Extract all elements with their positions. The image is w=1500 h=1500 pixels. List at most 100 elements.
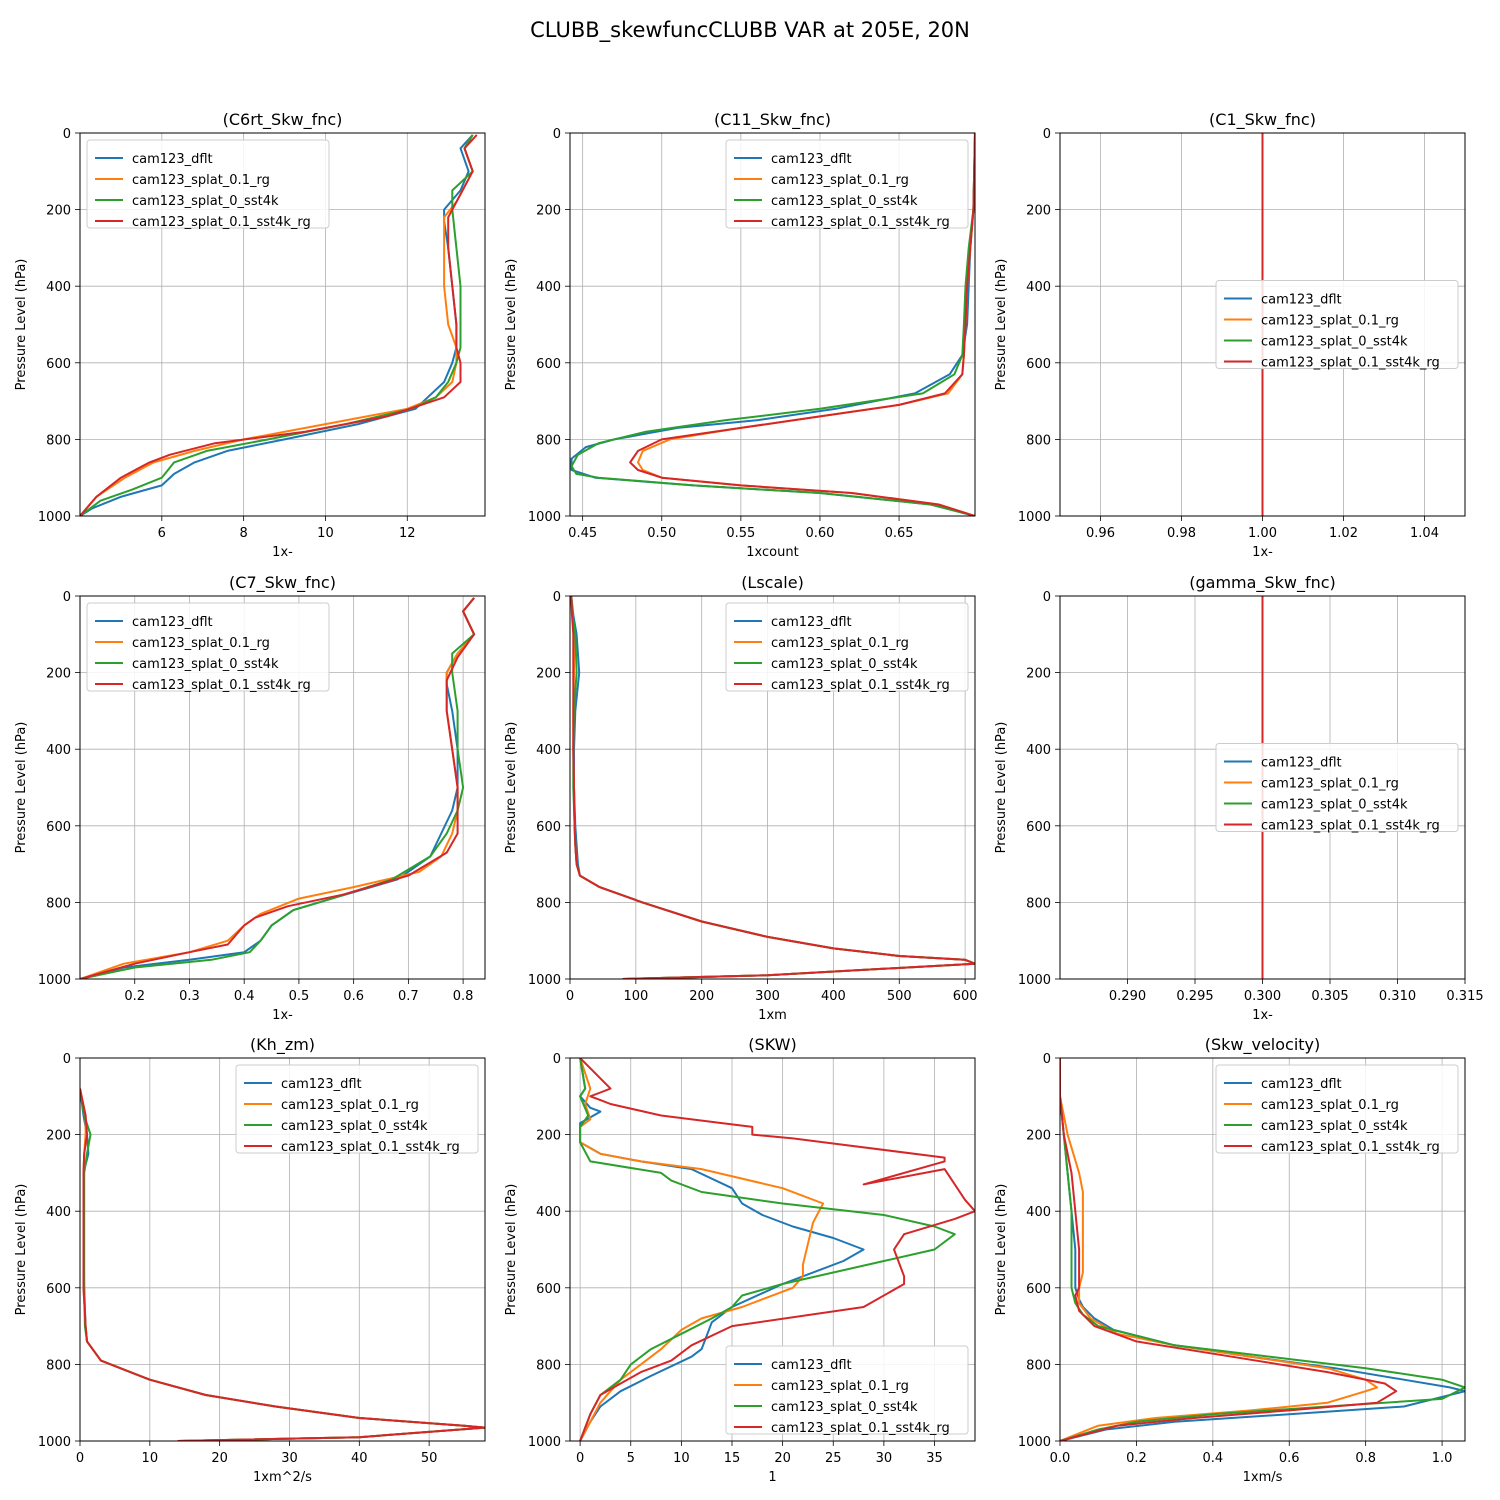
y-tick-label: 1000 [38,1435,71,1450]
y-tick-label: 800 [1026,433,1051,448]
x-tick-label: 1.00 [1248,526,1277,541]
x-tick-label: 0.305 [1311,989,1348,1004]
x-tick-label: 0.6 [343,989,364,1004]
legend-box [725,1345,969,1435]
x-tick-label: 0.8 [453,989,474,1004]
series-line-cam123_splat_0.1_sst4k_rg [1060,1058,1398,1441]
y-tick-label: 800 [46,896,71,911]
legend: cam123_dflt cam123_splat_0.1_rg cam123_spl… [725,602,969,693]
x-tick-label: 10 [673,1451,690,1466]
x-tick-label: 0.5 [289,989,310,1004]
x-tick-label: 0.96 [1086,526,1115,541]
series-line-cam123_dflt [579,1058,865,1441]
series-line-cam123_splat_0.1_sst4k_rg [80,1088,485,1441]
y-tick-label: 200 [536,667,561,682]
x-tick-label: 0 [76,1451,84,1466]
x-tick-label: 20 [211,1451,228,1466]
y-tick-label: 600 [1026,820,1051,835]
x-tick-label: 0.7 [398,989,419,1004]
y-tick-label: 800 [46,433,71,448]
y-axis-label: Pressure Level (hPa) [14,259,29,391]
x-tick-label: 0.2 [124,989,145,1004]
legend-label: cam123_splat_0.1_rg [1261,314,1399,329]
series-line-cam123_splat_0.1_sst4k_rg [570,596,975,979]
series-line-cam123_splat_0_sst4k [80,597,476,979]
x-tick-label: 0.3 [179,989,200,1004]
legend-box [725,139,969,229]
x-tick-label: 0.290 [1109,989,1146,1004]
chart-panel-8: 0 5 10 15 20 25 30 35 0 200 400 600 800 1000 (SKW) 1 Pre… [504,1035,976,1485]
x-tick-label: 0.45 [568,526,597,541]
chart-panel-5: 0 100 200 300 400 500 600 0 200 400 600 800 1000 (Lsc… [504,573,978,1023]
x-tick-label: 1.02 [1329,526,1358,541]
y-axis-label: Pressure Level (hPa) [14,1184,29,1316]
y-tick-label: 0 [1043,127,1051,142]
x-axis-label: 1x- [1252,545,1273,560]
y-tick-label: 800 [1026,1358,1051,1373]
y-tick-label: 400 [536,743,561,758]
legend-label: cam123_splat_0.1_sst4k_rg [1261,356,1440,371]
series-line-cam123_splat_0.1_sst4k_rg [80,134,478,516]
chart-panel-1: 6 8 10 12 0 200 400 600 800 1000 (C6rt_Skw_fnc) 1x-… [14,110,486,560]
chart-panel-3: 0.96 0.98 1.00 1.02 1.04 0 200 400 600 800 1000 (C1… [994,110,1466,560]
y-tick-label: 1000 [1018,973,1051,988]
x-axis-label: 1xcount [746,545,798,560]
plot-frame [79,132,486,517]
legend-label: cam123_splat_0_sst4k [281,1119,428,1134]
y-tick-label: 400 [46,1205,71,1220]
x-tick-label: 200 [689,989,714,1004]
x-tick-label: 30 [876,1451,893,1466]
x-tick-label: 8 [239,526,247,541]
legend-box [1215,743,1459,832]
legend-box [1215,1064,1459,1154]
x-tick-label: 300 [755,989,780,1004]
y-tick-label: 400 [46,743,71,758]
legend-label: cam123_splat_0.1_rg [132,173,270,188]
y-tick-label: 400 [1026,1205,1051,1220]
x-tick-label: 0.6 [1279,1451,1300,1466]
y-tick-label: 0 [1043,1052,1051,1067]
x-axis-label: 1x- [1252,1008,1273,1023]
y-tick-label: 400 [46,280,71,295]
legend: cam123_dflt cam123_splat_0.1_rg cam123_spl… [1215,280,1459,371]
series-group [1060,1058,1465,1441]
legend-label: cam123_splat_0.1_sst4k_rg [132,215,311,230]
legend: cam123_dflt cam123_splat_0.1_rg cam123_spl… [86,602,330,693]
x-tick-label: 30 [281,1451,298,1466]
series-group [579,1058,975,1441]
legend: cam123_dflt cam123_splat_0.1_rg cam123_spl… [235,1064,479,1155]
chart-title: (C11_Skw_fnc) [714,110,831,130]
y-axis-label: Pressure Level (hPa) [504,1184,519,1316]
y-tick-label: 1000 [528,510,561,525]
x-tick-label: 20 [774,1451,791,1466]
x-tick-label: 0.8 [1355,1451,1376,1466]
legend-label: cam123_splat_0.1_sst4k_rg [132,678,311,693]
x-tick-label: 0 [576,1451,584,1466]
series-line-cam123_splat_0.1_sst4k_rg [579,1058,975,1441]
legend-label: cam123_splat_0_sst4k [771,1400,918,1415]
x-axis-label: 1 [768,1470,776,1485]
x-tick-label: 0.60 [805,526,834,541]
x-tick-label: 10 [142,1451,159,1466]
series-line-cam123_splat_0_sst4k [1060,1058,1465,1441]
legend-box [1215,280,1459,369]
y-tick-label: 0 [63,590,71,605]
x-tick-label: 1.0 [1432,1451,1453,1466]
chart-panel-6: 0.290 0.295 0.300 0.305 0.310 0.315 0 200 400 600… [994,573,1484,1023]
y-tick-label: 200 [1026,204,1051,219]
legend-label: cam123_splat_0.1_rg [132,636,270,651]
chart-title: (C7_Skw_fnc) [229,573,336,593]
series-line-cam123_dflt [80,134,474,516]
y-tick-label: 0 [63,127,71,142]
legend-label: cam123_dflt [771,1358,852,1373]
legend-box [725,602,969,692]
y-tick-label: 800 [536,896,561,911]
x-tick-label: 15 [724,1451,741,1466]
legend: cam123_dflt cam123_splat_0.1_rg cam123_spl… [725,139,969,230]
chart-title: (SKW) [748,1035,796,1054]
legend-label: cam123_splat_0.1_sst4k_rg [1261,819,1440,834]
series-group [570,596,975,979]
legend-label: cam123_splat_0_sst4k [1261,1119,1408,1134]
series-line-cam123_splat_0_sst4k [80,134,474,516]
y-tick-label: 600 [46,357,71,372]
